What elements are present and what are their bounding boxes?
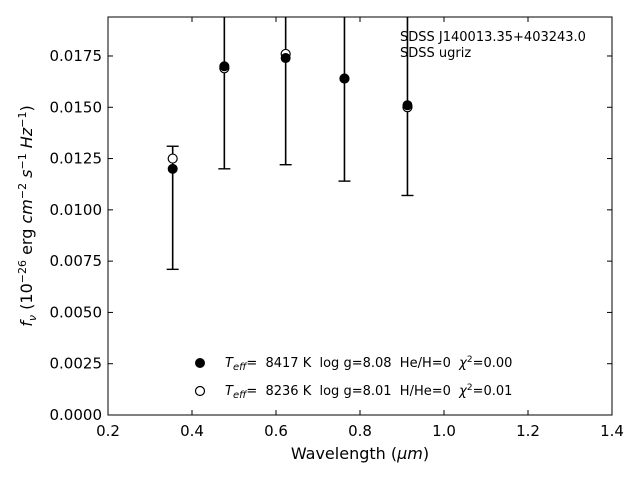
data-point-filled [280, 53, 291, 64]
annotation-object-name: SDSS J140013.35+403243.0 [400, 30, 586, 45]
x-tick-label: 0.4 [180, 422, 204, 440]
x-tick-label: 0.8 [348, 422, 372, 440]
y-tick-label: 0.0050 [50, 303, 103, 321]
x-tick-label: 0.2 [96, 422, 120, 440]
y-tick-label: 0.0025 [50, 355, 103, 373]
data-point-filled [167, 163, 178, 174]
x-tick-label: 1.0 [432, 422, 456, 440]
y-tick-label: 0.0000 [50, 406, 103, 424]
data-point-open [167, 153, 178, 164]
y-tick-label: 0.0175 [50, 47, 103, 65]
annotation-survey: SDSS ugriz [400, 46, 471, 61]
y-tick-label: 0.0150 [50, 98, 103, 116]
legend: Teff= 8417 K log g=8.08 He/H=0 χ2=0.00 T… [194, 355, 512, 401]
y-tick-label: 0.0125 [50, 150, 103, 168]
x-tick-label: 0.6 [264, 422, 288, 440]
data-point-filled [402, 100, 413, 111]
y-tick-label: 0.0100 [50, 201, 103, 219]
x-tick-label: 1.2 [516, 422, 540, 440]
x-axis-label: Wavelength (μm) [291, 444, 429, 463]
y-axis-label: fν (10−26 erg cm−2 s−1 Hz−1) [16, 105, 39, 326]
data-point-filled [219, 61, 230, 72]
x-tick-label: 1.4 [600, 422, 624, 440]
data-point-filled [339, 73, 350, 84]
legend-marker-filled [195, 358, 205, 368]
y-tick-label: 0.0075 [50, 252, 103, 270]
legend-label-filled: Teff= 8417 K log g=8.08 He/H=0 χ2=0.00 [225, 355, 512, 373]
legend-label-open: Teff= 8236 K log g=8.01 H/He=0 χ2=0.01 [225, 383, 512, 401]
legend-marker-open [194, 385, 206, 397]
